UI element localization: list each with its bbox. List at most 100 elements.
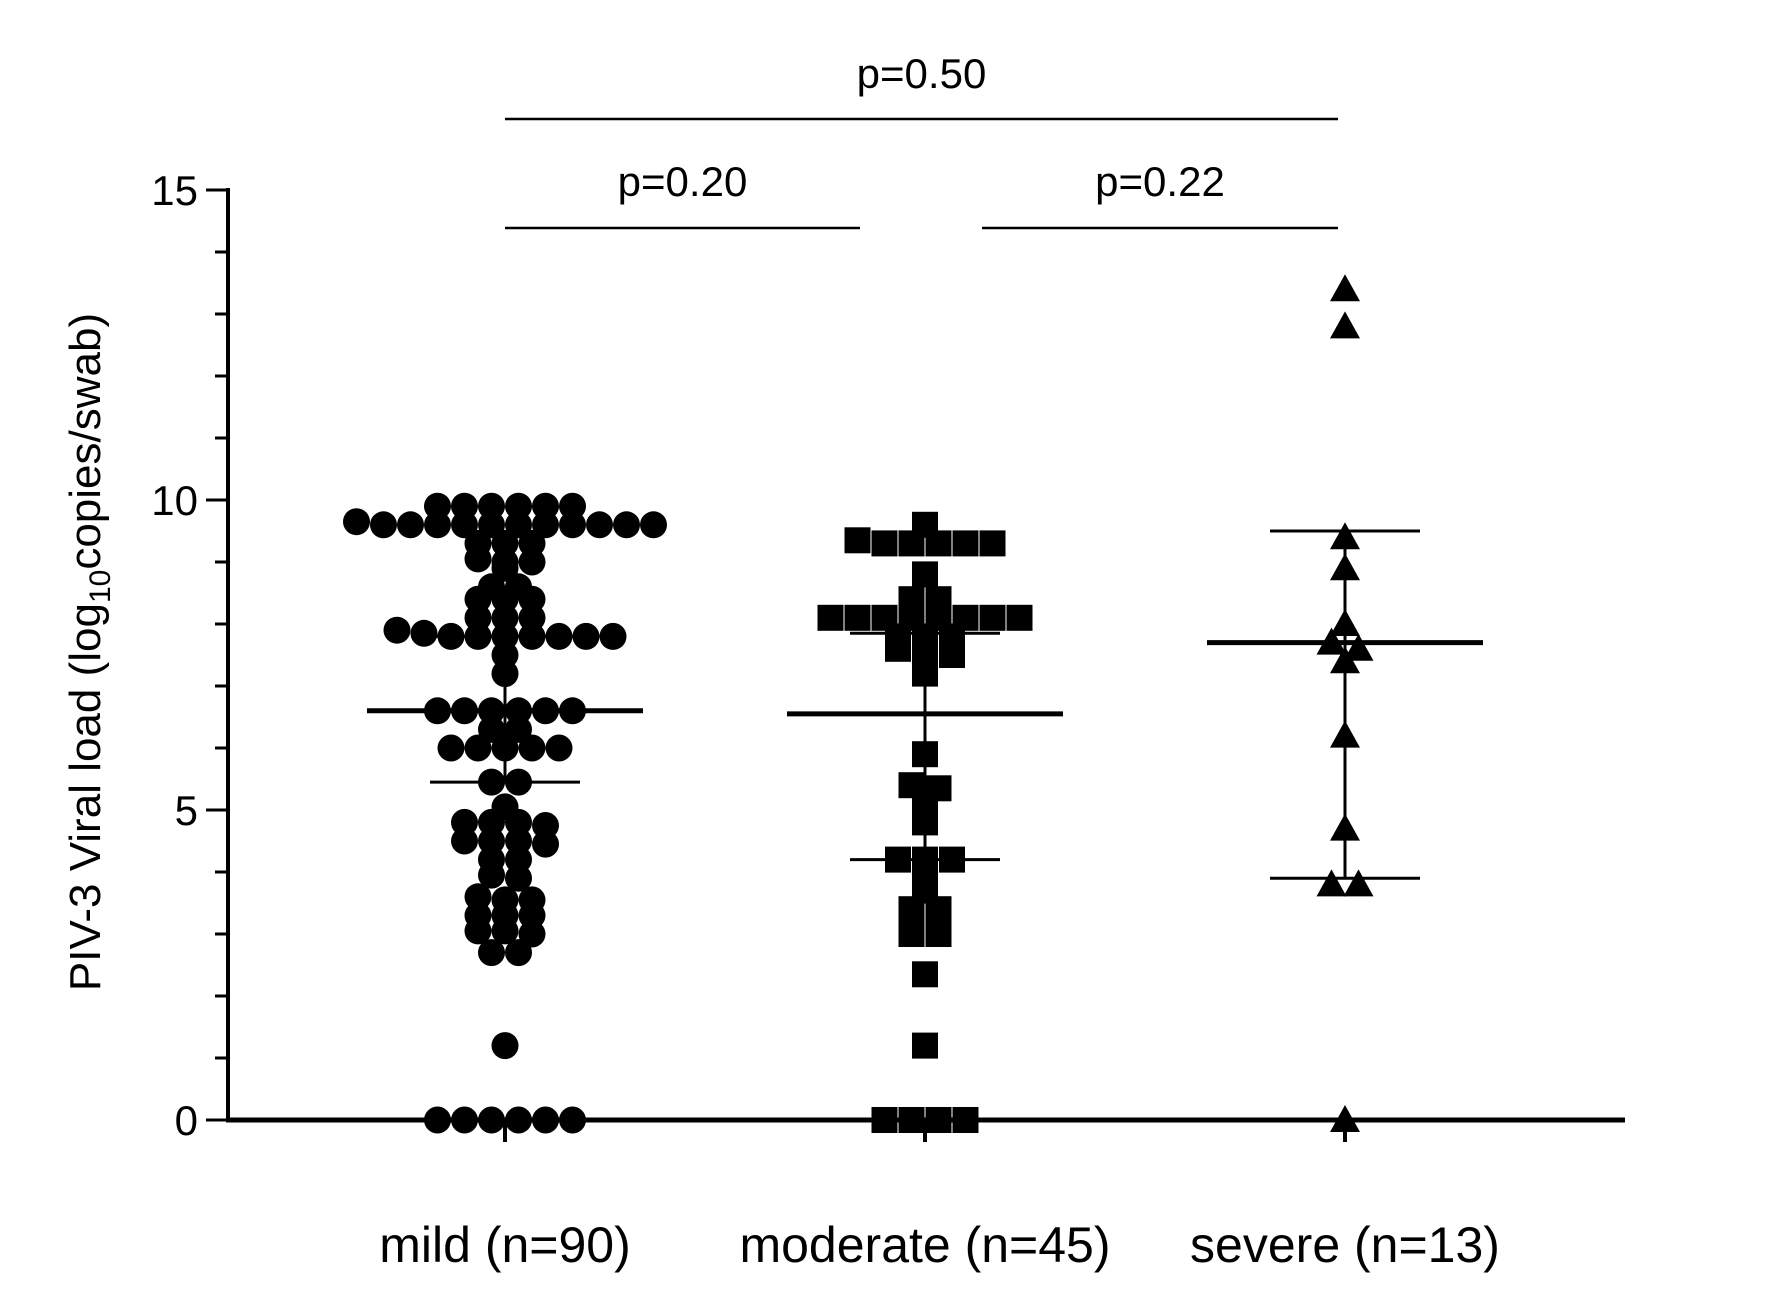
y-tick-label: 0 <box>175 1097 198 1144</box>
moderate-point <box>925 1107 952 1133</box>
severe-point <box>1330 553 1360 581</box>
mild-point <box>505 1106 532 1134</box>
severe-point <box>1330 720 1360 748</box>
data-points <box>343 274 1374 1134</box>
moderate-point <box>898 921 925 947</box>
moderate-point <box>885 846 911 873</box>
moderate-point <box>925 921 952 947</box>
y-ticks: 0 5 10 15 <box>151 167 228 1144</box>
comparison-brackets: p=0.20 p=0.22 p=0.50 <box>505 50 1338 230</box>
mild-point <box>518 901 546 929</box>
mild-point <box>518 529 546 557</box>
moderate-point <box>885 635 911 662</box>
mild-point <box>518 604 546 632</box>
mild-point <box>451 697 478 725</box>
severe-point <box>1330 609 1360 636</box>
mild-point <box>505 846 532 874</box>
y-axis-title-suffix: copies/swab) <box>61 313 110 570</box>
mild-point <box>491 604 519 632</box>
mild-point <box>491 917 519 945</box>
mild-point <box>478 1106 505 1134</box>
moderate-point <box>979 604 1006 631</box>
mild-point <box>478 492 505 520</box>
mild-point <box>424 511 451 539</box>
mild-point <box>518 585 546 613</box>
mild-point <box>491 585 519 613</box>
moderate-point <box>912 561 938 588</box>
mild-point <box>491 1032 519 1060</box>
severe-point <box>1343 633 1374 661</box>
mild-point <box>410 619 438 647</box>
mild-point <box>464 622 492 650</box>
moderate-point <box>912 741 938 768</box>
severe-point <box>1330 646 1360 674</box>
mild-point <box>491 622 519 650</box>
mild-point <box>559 492 586 520</box>
p-value-label: p=0.20 <box>618 158 748 205</box>
mild-point <box>505 864 532 892</box>
mild-point <box>532 511 559 539</box>
mild-point <box>397 511 424 539</box>
y-axis-title: PIV-3 Viral load (log10copies/swab) <box>61 313 117 991</box>
mild-point <box>478 861 505 889</box>
mild-point <box>491 529 519 557</box>
moderate-point <box>871 530 898 557</box>
mild-point <box>505 715 532 743</box>
mild-point <box>505 827 532 855</box>
moderate-point <box>939 846 965 873</box>
severe-point <box>1316 627 1347 655</box>
mild-point <box>451 492 478 520</box>
moderate-point <box>912 660 938 687</box>
mild-point <box>491 554 519 582</box>
mild-point <box>478 939 505 967</box>
severe-point <box>1330 522 1360 550</box>
moderate-point <box>925 896 952 923</box>
moderate-point <box>898 1107 925 1133</box>
mild-point <box>464 734 492 762</box>
mild-point <box>505 492 532 520</box>
mild-point <box>491 641 519 669</box>
mild-point <box>505 511 532 539</box>
moderate-point <box>952 530 979 557</box>
x-category-labels: mild (n=90) moderate (n=45) severe (n=13) <box>379 1120 1500 1273</box>
mild-point <box>424 492 451 520</box>
severe-point <box>1330 1105 1360 1132</box>
moderate-point <box>912 846 938 873</box>
mild-point <box>505 939 532 967</box>
mild-point <box>491 660 519 688</box>
moderate-point <box>912 961 938 988</box>
severe-point <box>1330 311 1360 339</box>
mild-point <box>545 734 573 762</box>
mild-point <box>437 734 465 762</box>
mild-point <box>464 883 492 911</box>
mild-point <box>451 1106 478 1134</box>
mild-point <box>613 511 640 539</box>
y-axis-title-prefix: PIV-3 Viral load (log <box>61 603 110 991</box>
mild-point <box>559 511 586 539</box>
mild-point <box>343 508 370 536</box>
severe-point <box>1343 869 1374 897</box>
mild-point <box>451 827 478 855</box>
mild-point <box>424 1106 451 1134</box>
mild-point <box>505 768 532 796</box>
mild-point <box>518 734 546 762</box>
mild-point <box>478 511 505 539</box>
p-value-label: p=0.22 <box>1095 158 1225 205</box>
y-tick-label: 5 <box>175 787 198 834</box>
mild-point <box>478 827 505 855</box>
mild-point <box>532 812 559 839</box>
mild-point <box>518 622 546 650</box>
mild-point <box>640 511 667 539</box>
mild-point <box>478 808 505 836</box>
moderate-point <box>979 530 1006 557</box>
moderate-point <box>1006 604 1033 631</box>
mild-point <box>518 548 546 576</box>
mild-point <box>464 917 492 945</box>
moderate-point <box>844 604 871 631</box>
mild-point <box>545 622 573 650</box>
severe-point <box>1330 274 1360 302</box>
mild-point <box>451 808 478 836</box>
moderate-point <box>939 642 965 668</box>
moderate-point <box>912 635 938 662</box>
